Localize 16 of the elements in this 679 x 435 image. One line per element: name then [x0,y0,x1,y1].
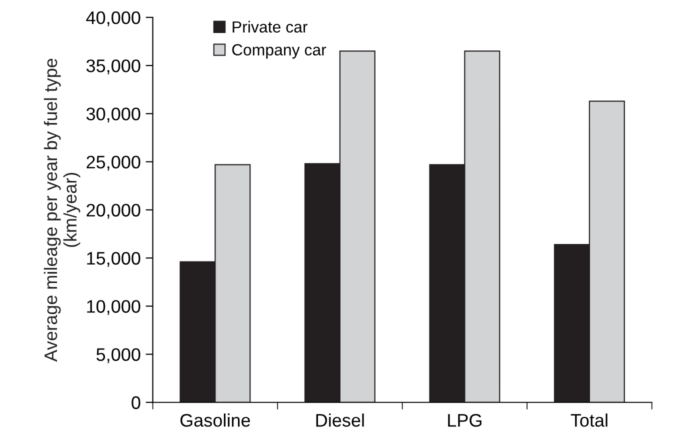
y-tick-label: 30,000 [86,108,140,122]
y-tick-label: 5,000 [96,348,140,364]
x-tick-label: Gasoline [180,413,250,427]
y-tick-label: 40,000 [86,11,140,26]
y-tick-label: 35,000 [86,59,140,74]
y-axis-title: Average mileage per year by fuel type (km/year) [44,58,80,362]
x-tick-label: Total [570,413,608,427]
legend-label: Private car [232,20,308,33]
x-tick-label: LPG [448,414,482,427]
y-tick-label: 25,000 [86,156,140,171]
y-tick-label: 15,000 [87,252,140,267]
x-tick-label: Diesel [316,413,364,427]
y-tick-label: 10,000 [87,300,140,315]
y-tick-label: 0 [132,396,140,410]
legend-label: Company car [232,44,326,59]
y-tick-label: 20,000 [86,204,140,219]
